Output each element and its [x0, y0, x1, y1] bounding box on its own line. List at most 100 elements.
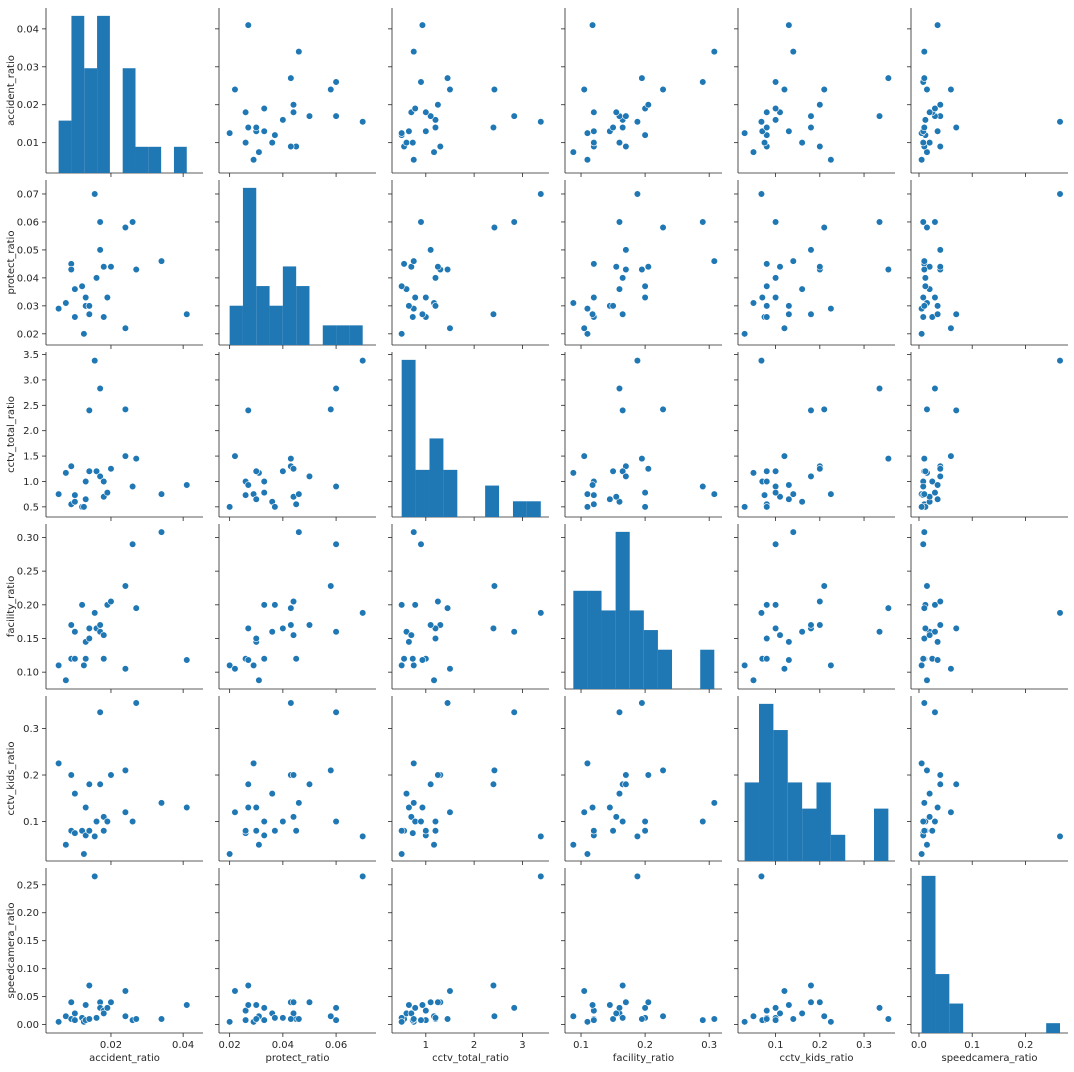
hist-bar [84, 68, 98, 173]
scatter-point [183, 310, 191, 318]
scatter-point [490, 582, 499, 590]
scatter-point [884, 604, 892, 612]
scatter-point [757, 609, 766, 617]
scatter-point [749, 299, 758, 307]
scatter-point [121, 766, 130, 774]
scatter-point [583, 129, 592, 137]
y-tick-label: 2.5 [23, 401, 39, 412]
scatter-point [510, 708, 518, 716]
scatter-point [798, 139, 806, 147]
scatter-point [157, 490, 166, 498]
scatter-point [934, 21, 942, 29]
hist-bar [816, 782, 831, 861]
scatter-point [402, 628, 411, 636]
scatter-point [402, 790, 411, 798]
scatter-point [816, 597, 824, 606]
scatter-point [641, 293, 649, 302]
scatter-point [489, 780, 498, 788]
scatter-point [763, 302, 771, 310]
scatter-point [710, 1015, 718, 1023]
scatter-point [431, 634, 440, 643]
scatter-point [780, 987, 789, 995]
scatter-point [757, 190, 766, 198]
scatter-point [641, 827, 649, 835]
scatter-point [85, 780, 93, 788]
scatter-point [100, 263, 108, 271]
scatter-point [78, 282, 86, 290]
x-tick-label: 0.1 [964, 1040, 980, 1051]
scatter-point [289, 465, 298, 473]
y-tick-label: 1.0 [23, 477, 39, 488]
scatter-point [612, 493, 620, 501]
scatter-point [580, 987, 588, 995]
scatter-point [427, 621, 435, 629]
scatter-point [763, 477, 771, 486]
scatter-point [931, 708, 939, 716]
scatter-point [820, 1012, 828, 1020]
scatter-point [271, 503, 279, 511]
scatter-point [434, 998, 442, 1006]
scatter-point [638, 455, 646, 463]
scatter-point [1056, 832, 1064, 840]
scatter-point [926, 813, 934, 821]
scatter-point [537, 190, 545, 198]
scatter-point [699, 218, 707, 226]
scatter-point [242, 108, 250, 116]
scatter-point [244, 624, 252, 632]
scatter-point [638, 1015, 646, 1023]
scatter-point [271, 827, 279, 835]
y-axis-label: cctv_kids_ratio [6, 741, 17, 815]
scatter-point [82, 495, 90, 503]
x-tick-label: 0.2 [812, 1040, 828, 1051]
y-tick-label: 0.3 [23, 724, 39, 735]
scatter-point [252, 1001, 260, 1009]
scatter-point [183, 481, 191, 489]
scatter-point [952, 310, 960, 318]
scatter-point [936, 101, 944, 109]
hist-bar [802, 808, 817, 861]
scatter-point [785, 638, 793, 646]
scatter-point [633, 872, 642, 880]
scatter-point [760, 491, 769, 499]
scatter-point [100, 655, 108, 663]
y-tick-label: 0.03 [17, 62, 39, 73]
scatter-point [91, 609, 99, 617]
scatter-point [55, 759, 63, 767]
scatter-point [780, 85, 789, 94]
scatter-point [82, 477, 90, 486]
scatter-point [923, 582, 931, 590]
scatter-point [71, 491, 79, 499]
scatter-point [305, 472, 314, 480]
scatter-point [410, 528, 418, 536]
scatter-point [936, 472, 944, 480]
scatter-point [410, 661, 418, 670]
scatter-point [252, 827, 260, 835]
scatter-point [255, 841, 263, 849]
y-tick-label: 0.04 [17, 273, 39, 284]
scatter-point [789, 257, 797, 265]
scatter-point [918, 759, 926, 767]
scatter-point [931, 293, 939, 302]
scatter-point [100, 827, 108, 835]
scatter-point [918, 503, 926, 511]
scatter-point [268, 790, 276, 798]
scatter-point [255, 148, 263, 156]
scatter-point [771, 78, 780, 86]
scatter-point [279, 467, 287, 475]
scatter-point [327, 85, 335, 94]
scatter-point [659, 85, 667, 94]
scatter-point [588, 21, 597, 29]
x-tick-label: 0.2 [1017, 1040, 1033, 1051]
scatter-point [741, 503, 749, 511]
scatter-point [807, 472, 815, 480]
scatter-point [569, 1012, 577, 1020]
scatter-point [103, 1004, 111, 1012]
hist-bar [700, 649, 715, 689]
scatter-point [771, 1004, 780, 1012]
scatter-point [920, 490, 928, 498]
scatter-point [919, 139, 927, 147]
scatter-point [78, 601, 86, 609]
y-tick-label: 3.0 [23, 375, 39, 386]
scatter-point [807, 123, 815, 132]
